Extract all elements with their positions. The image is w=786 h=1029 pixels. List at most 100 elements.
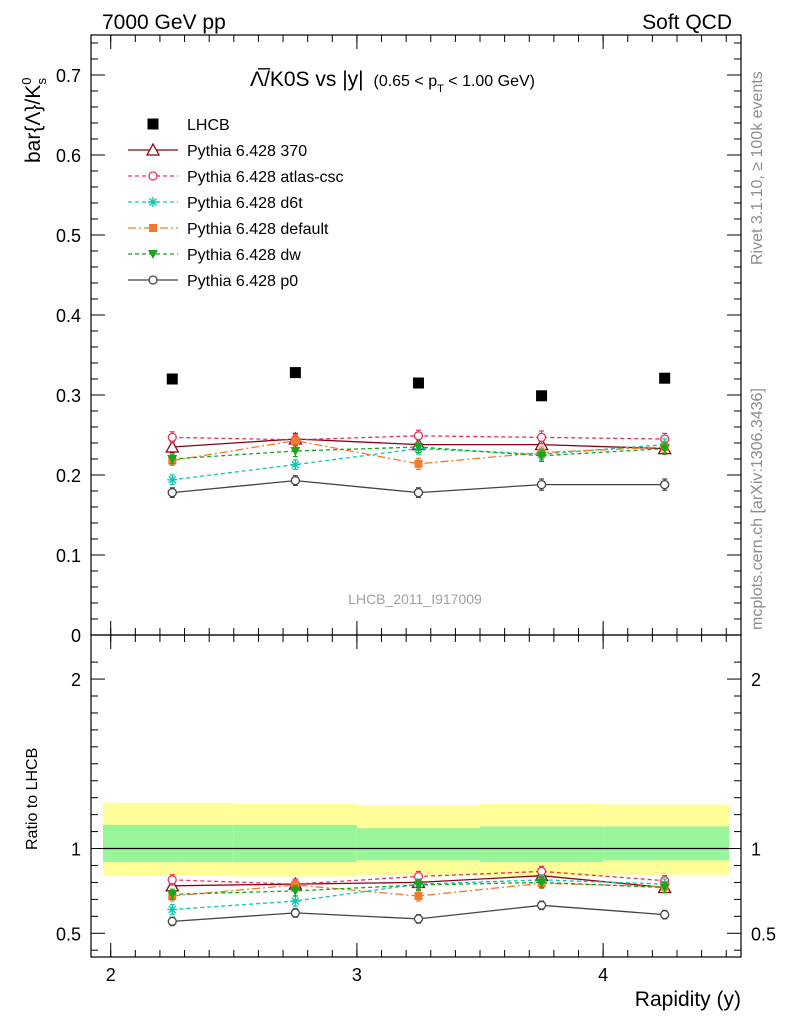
main-panel: 0 0.1 0.2 0.3 0.4 0.5 0.6 0.7 Λ̅/K0S vs |y| (0.…	[19, 34, 742, 646]
side-text-top: Rivet 3.1.10, ≥ 100k events	[749, 71, 766, 265]
main-point	[413, 431, 424, 441]
main-point	[167, 487, 177, 498]
main-series-line	[172, 439, 665, 465]
ratio-point	[414, 891, 423, 900]
legend-label: Pythia 6.428 default	[187, 221, 329, 238]
band-green	[233, 824, 357, 863]
ratio-y-tick-label: 0.5	[56, 924, 81, 944]
main-title-text: Λ̅/K0S vs |y|	[250, 68, 364, 91]
main-y-tick-label: 0.5	[56, 226, 81, 246]
legend-marker	[147, 118, 159, 130]
data-point	[289, 367, 301, 379]
legend-label: Pythia 6.428 d6t	[187, 195, 303, 212]
ratio-point	[291, 880, 300, 889]
ratio-point	[167, 875, 177, 885]
band-green	[356, 828, 481, 861]
data-point	[659, 372, 671, 384]
ratio-x-tick-label: 4	[598, 965, 608, 985]
uncertainty-bands	[103, 802, 729, 877]
ratio-point	[290, 896, 301, 907]
ratio-y-tick-label-right: 2	[751, 670, 761, 690]
ratio-y-tick-label-right: 0.5	[751, 924, 776, 944]
header-left: 7000 GeV pp	[102, 11, 226, 34]
side-text-bottom: mcplots.cern.ch [arXiv:1306.3436]	[749, 388, 766, 630]
legend: LHCB Pythia 6.428 370 Pythia 6.428 atlas-c…	[128, 117, 344, 290]
legend-item-0: Pythia 6.428 370	[128, 142, 307, 160]
ratio-point	[167, 890, 178, 900]
legend-label: Pythia 6.428 370	[187, 143, 307, 160]
ratio-point	[290, 908, 301, 918]
ratio-y-label: Ratio to LHCB	[24, 748, 41, 850]
ratio-point	[536, 878, 547, 888]
data-series-lhcb	[166, 367, 671, 402]
legend-label: Pythia 6.428 dw	[187, 247, 301, 264]
main-point	[167, 455, 178, 464]
main-point	[414, 459, 423, 468]
legend-marker	[148, 197, 158, 207]
main-point	[167, 432, 177, 443]
main-y-tick-label: 0.2	[56, 466, 81, 486]
main-y-tick-label: 0.6	[56, 146, 81, 166]
legend-item-2: Pythia 6.428 d6t	[128, 195, 303, 212]
ratio-point	[413, 914, 424, 924]
main-y-tick-label: 0	[71, 626, 81, 646]
legend-marker	[148, 250, 158, 259]
main-point	[165, 439, 180, 453]
main-y-label-sub: s	[34, 78, 49, 85]
legend-item-4: Pythia 6.428 dw	[128, 247, 301, 264]
header-right: Soft QCD	[642, 11, 732, 34]
legend-marker	[148, 171, 158, 181]
ratio-frame	[90, 634, 742, 958]
ratio-point	[290, 886, 301, 896]
main-y-axis: 0 0.1 0.2 0.3 0.4 0.5 0.6 0.7	[56, 35, 741, 646]
main-point	[536, 432, 547, 443]
data-point	[166, 373, 178, 385]
main-y-tick-label: 0.3	[56, 386, 81, 406]
ratio-y-axis: 0.5 0.5 1 1 2 2	[56, 661, 776, 951]
ratio-point	[659, 883, 670, 893]
band-green	[603, 826, 729, 861]
legend-marker	[149, 224, 157, 232]
legend-marker	[145, 142, 161, 156]
main-point	[536, 479, 547, 490]
main-point	[290, 447, 301, 456]
main-series-5	[167, 475, 670, 498]
main-point	[660, 479, 670, 490]
ratio-panel: 0.5 0.5 1 1 2 2 2 3 4 Ratio to LHCB Rapidity (y…	[24, 634, 776, 1011]
main-point	[290, 475, 301, 486]
legend-marker	[148, 275, 158, 285]
main-y-label-sup: 0	[19, 78, 34, 85]
ratio-y-tick-label: 2	[71, 670, 81, 690]
ratio-point	[536, 900, 547, 910]
main-y-tick-label: 0.1	[56, 546, 81, 566]
main-title-sub-sub: T	[437, 83, 444, 95]
x-axis-label: Rapidity (y)	[635, 988, 741, 1011]
legend-item-1: Pythia 6.428 atlas-csc	[128, 169, 344, 186]
ratio-x-axis: 2 3 4	[106, 635, 727, 985]
ratio-point	[413, 880, 424, 890]
main-title-sub: (0.65 < p	[373, 73, 437, 90]
main-title-sub-end: < 1.00 GeV)	[444, 73, 535, 90]
main-y-tick-label: 0.4	[56, 306, 81, 326]
band-green	[480, 826, 604, 863]
main-y-label-text: bar{Λ}/K	[22, 85, 45, 163]
main-point	[413, 487, 424, 498]
main-plot-area	[165, 367, 672, 498]
main-y-tick-label: 0.7	[56, 66, 81, 86]
ratio-series-5	[167, 900, 670, 927]
main-title: Λ̅/K0S vs |y| (0.65 < pT < 1.00 GeV)	[250, 68, 535, 95]
main-point	[536, 451, 547, 461]
data-point	[412, 377, 424, 389]
ratio-y-tick-label-right: 1	[751, 840, 761, 860]
main-point	[290, 459, 301, 470]
ratio-series-4	[167, 876, 670, 900]
legend-item-3: Pythia 6.428 default	[128, 221, 329, 238]
ratio-x-tick-label: 2	[106, 965, 116, 985]
watermark: LHCB_2011_I917009	[348, 591, 482, 607]
main-point	[659, 444, 670, 454]
legend-label: LHCB	[187, 117, 230, 134]
ratio-plot-area	[103, 802, 729, 927]
main-y-label: bar{Λ}/K0s	[19, 78, 49, 163]
